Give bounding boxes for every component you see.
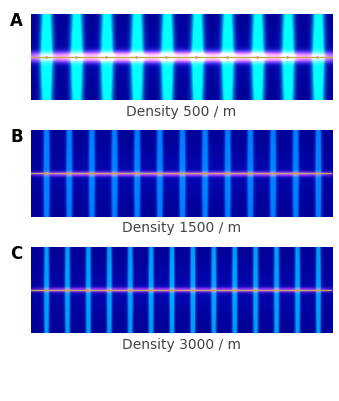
Text: C: C (10, 245, 22, 263)
Text: Density 1500 / m: Density 1500 / m (122, 221, 241, 235)
Text: Density 3000 / m: Density 3000 / m (122, 338, 241, 352)
Text: B: B (10, 128, 23, 146)
Text: A: A (10, 12, 23, 30)
Text: Density 500 / m: Density 500 / m (126, 105, 237, 119)
